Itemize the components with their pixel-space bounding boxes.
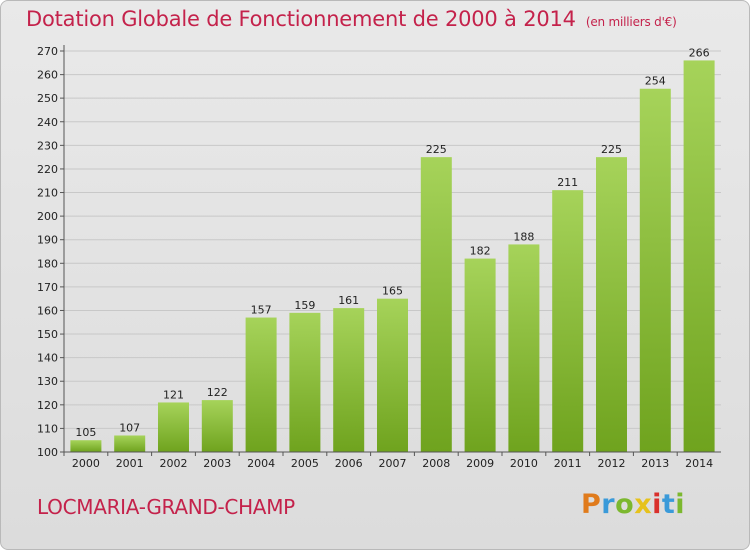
bar-2013 [639, 88, 671, 452]
data-label-2012: 225 [601, 143, 622, 156]
y-tick-label: 100 [37, 446, 58, 459]
data-label-2003: 122 [207, 386, 228, 399]
y-tick-label: 210 [37, 187, 58, 200]
bar-2003 [201, 400, 233, 452]
x-tick-label: 2000 [72, 457, 100, 470]
data-label-2001: 107 [119, 421, 140, 434]
y-tick-label: 200 [37, 210, 58, 223]
x-tick-label: 2004 [247, 457, 275, 470]
x-tick-label: 2001 [116, 457, 144, 470]
x-tick-label: 2006 [335, 457, 363, 470]
x-tick-label: 2012 [598, 457, 626, 470]
y-tick-label: 190 [37, 234, 58, 247]
chart-title-text: Dotation Globale de Fonctionnement de 20… [26, 7, 576, 31]
data-label-2014: 266 [689, 46, 710, 59]
y-tick-label: 250 [37, 92, 58, 105]
x-tick-label: 2007 [379, 457, 407, 470]
commune-name: LOCMARIA-GRAND-CHAMP [37, 495, 295, 519]
data-label-2013: 254 [645, 75, 666, 88]
x-tick-label: 2005 [291, 457, 319, 470]
bar-2006 [333, 308, 365, 452]
x-tick-label: 2002 [160, 457, 188, 470]
bar-2001 [114, 435, 146, 452]
x-tick-label: 2010 [510, 457, 538, 470]
x-tick-label: 2011 [554, 457, 582, 470]
axes: 100 110 120 130 140 150 160 170 180 190 200 210 220 2… [37, 45, 721, 470]
y-tick-label: 160 [37, 304, 58, 317]
data-label-2008: 225 [426, 143, 447, 156]
chart-unit-label: (en milliers d'€) [585, 15, 677, 29]
x-tick-label: 2013 [641, 457, 669, 470]
bar-2005 [289, 312, 321, 452]
y-tick-label: 120 [37, 399, 58, 412]
x-tick-label: 2014 [685, 457, 713, 470]
bar-2012 [596, 157, 627, 452]
bar-2004 [245, 317, 277, 452]
y-tick-label: 260 [37, 69, 58, 82]
data-label-2002: 121 [163, 388, 184, 401]
data-label-2004: 157 [251, 304, 272, 317]
y-tick-label: 170 [37, 281, 58, 294]
x-tick-label: 2009 [466, 457, 494, 470]
data-label-2011: 211 [557, 176, 578, 189]
bar-2007 [377, 298, 408, 452]
bar-2008 [420, 157, 452, 452]
bar-2002 [158, 402, 189, 452]
data-label-2006: 161 [338, 294, 359, 307]
data-label-2007: 165 [382, 285, 403, 298]
bar-2000 [70, 440, 102, 452]
bars: 105 107 121 122 157 159 161 165 225 182 188 211 225 2… [70, 46, 715, 452]
bar-2014 [683, 60, 715, 452]
y-tick-label: 270 [37, 45, 58, 58]
y-tick-label: 140 [37, 352, 58, 365]
bar-2010 [508, 244, 540, 452]
data-label-2010: 188 [513, 230, 534, 243]
chart-title: Dotation Globale de Fonctionnement de 20… [26, 7, 677, 31]
proxiti-logo: Proxiti [581, 489, 686, 520]
x-tick-label: 2008 [422, 457, 450, 470]
data-label-2000: 105 [75, 426, 96, 439]
y-tick-label: 220 [37, 163, 58, 176]
y-tick-label: 230 [37, 139, 58, 152]
data-label-2009: 182 [470, 245, 491, 258]
bar-2011 [552, 190, 584, 452]
bar-2009 [464, 258, 496, 452]
y-tick-label: 240 [37, 116, 58, 129]
y-tick-label: 110 [37, 422, 58, 435]
y-tick-label: 150 [37, 328, 58, 341]
y-tick-label: 130 [37, 375, 58, 388]
data-label-2005: 159 [294, 299, 315, 312]
y-tick-label: 180 [37, 257, 58, 270]
x-tick-label: 2003 [203, 457, 231, 470]
